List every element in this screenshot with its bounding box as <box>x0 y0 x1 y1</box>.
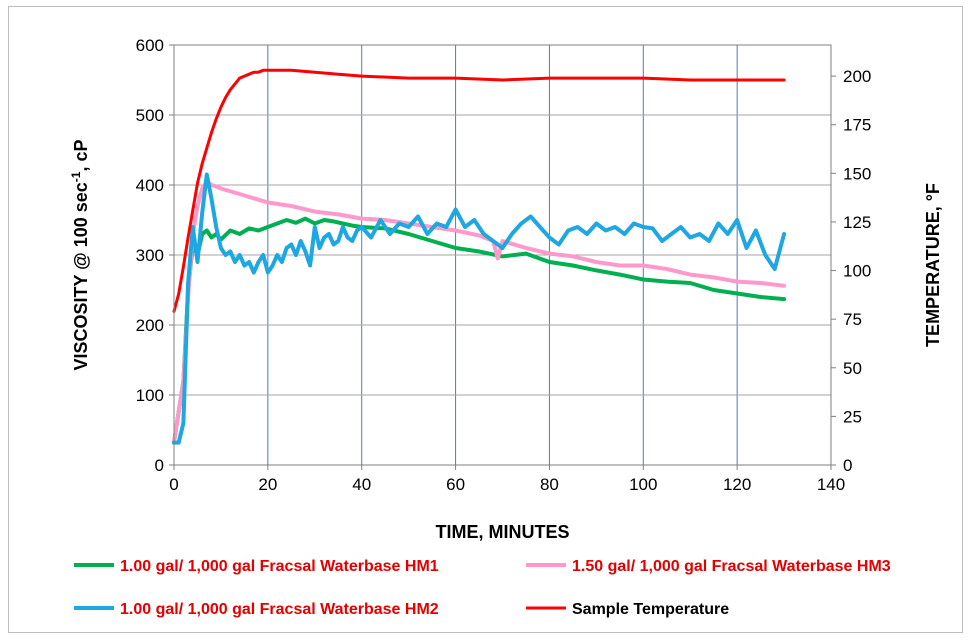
y-tick-label: 200 <box>136 316 164 335</box>
y2-axis-title: TEMPERATURE, °F <box>923 183 943 347</box>
x-tick-label: 60 <box>446 475 465 494</box>
y-axis-title: VISCOSITY @ 100 sec-1, cP <box>69 139 91 370</box>
x-tick-label: 80 <box>540 475 559 494</box>
y2-tick-label: 25 <box>843 407 862 426</box>
axis-layer: 0 20 40 60 80 100 120 1400100200300400500600025… <box>136 36 872 494</box>
x-tick-label: 20 <box>258 475 277 494</box>
y2-tick-label: 100 <box>843 262 871 281</box>
legend-label-1: 1.00 gal/ 1,000 gal Fracsal Waterbase HM… <box>120 558 439 575</box>
y2-tick-label: 75 <box>843 310 862 329</box>
y-axis-title-suffix: , cP <box>71 139 91 171</box>
legend-label-2: 1.50 gal/ 1,000 gal Fracsal Waterbase HM… <box>572 558 891 575</box>
series-line-3 <box>172 172 787 445</box>
series-line-1 <box>172 216 787 445</box>
y2-tick-label: 175 <box>843 116 871 135</box>
x-tick-label: 40 <box>352 475 371 494</box>
y2-tick-label: 0 <box>843 456 852 475</box>
y2-tick-label: 200 <box>843 67 871 86</box>
y-tick-label: 500 <box>136 106 164 125</box>
viscosity-temperature-chart: 0 20 40 60 80 100 120 1400100200300400500600025… <box>69 36 943 618</box>
y2-tick-label: 150 <box>843 164 871 183</box>
legend-label-4: Sample Temperature <box>572 601 729 618</box>
y-tick-label: 0 <box>155 456 164 475</box>
series-line-4 <box>172 68 786 313</box>
x-tick-label: 100 <box>629 475 657 494</box>
series-line-2 <box>172 179 787 445</box>
y2-tick-label: 50 <box>843 359 862 378</box>
legend-label-3: 1.00 gal/ 1,000 gal Fracsal Waterbase HM… <box>120 601 439 618</box>
x-tick-label: 120 <box>723 475 751 494</box>
x-tick-label: 140 <box>817 475 845 494</box>
y-axis-title-main: VISCOSITY @ 100 sec <box>71 182 91 370</box>
series-layer <box>172 68 787 445</box>
y-tick-label: 600 <box>136 36 164 55</box>
y-axis-title-superscript: -1 <box>69 171 83 182</box>
y-tick-label: 400 <box>136 176 164 195</box>
x-axis-title: TIME, MINUTES <box>436 522 570 542</box>
y2-tick-label: 125 <box>843 213 871 232</box>
chart-frame: 0 20 40 60 80 100 120 140 0 100 200 300 400 500 600 0 25… <box>8 6 963 633</box>
legend: 1.00 gal/ 1,000 gal Fracsal Waterbase HM… <box>74 558 891 618</box>
y-tick-label: 100 <box>136 386 164 405</box>
y-tick-label: 300 <box>136 246 164 265</box>
x-tick-label: 0 <box>169 475 178 494</box>
